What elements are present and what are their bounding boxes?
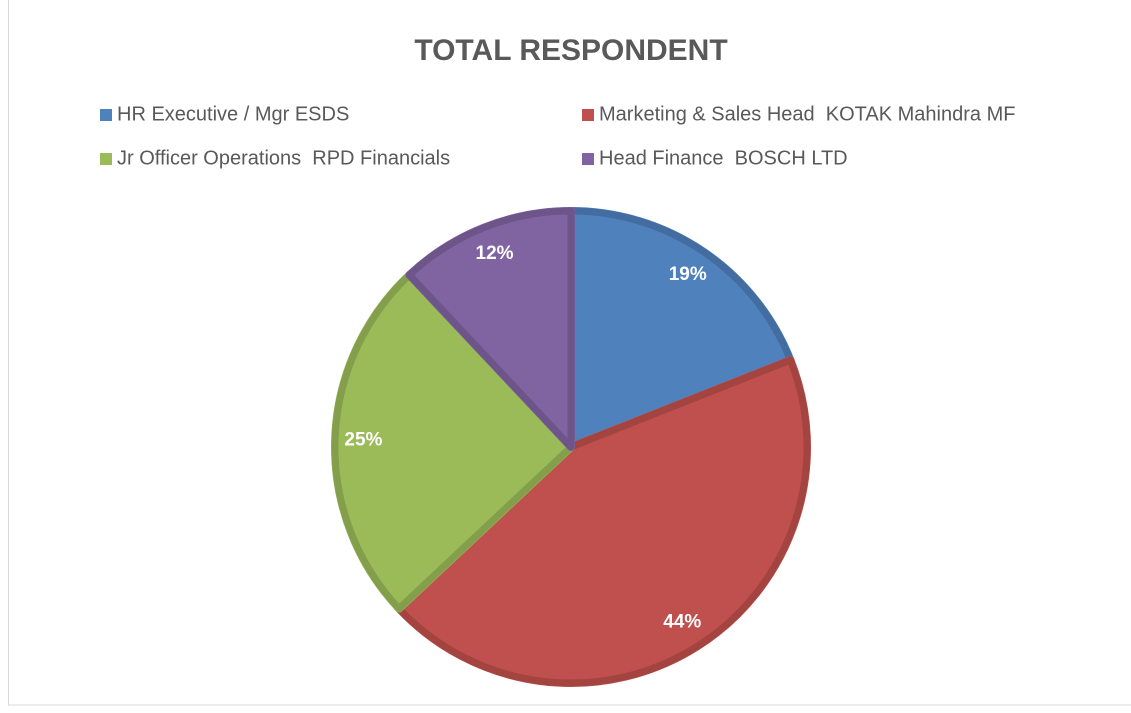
data-label: 44% <box>663 611 701 632</box>
legend-swatch <box>582 153 594 165</box>
data-label: 12% <box>476 243 514 264</box>
legend-label: Jr Officer Operations RPD Financials <box>117 147 450 169</box>
data-label: 19% <box>669 264 707 285</box>
legend-label: HR Executive / Mgr ESDS <box>117 103 349 125</box>
legend-label: Marketing & Sales Head KOTAK Mahindra MF <box>599 103 1015 125</box>
legend-swatch <box>582 109 594 121</box>
legend-swatch <box>100 109 112 121</box>
legend-label: Head Finance BOSCH LTD <box>599 147 848 169</box>
data-label: 25% <box>344 429 382 450</box>
chart-title: TOTAL RESPONDENT <box>414 34 727 67</box>
legend-swatch <box>100 153 112 165</box>
